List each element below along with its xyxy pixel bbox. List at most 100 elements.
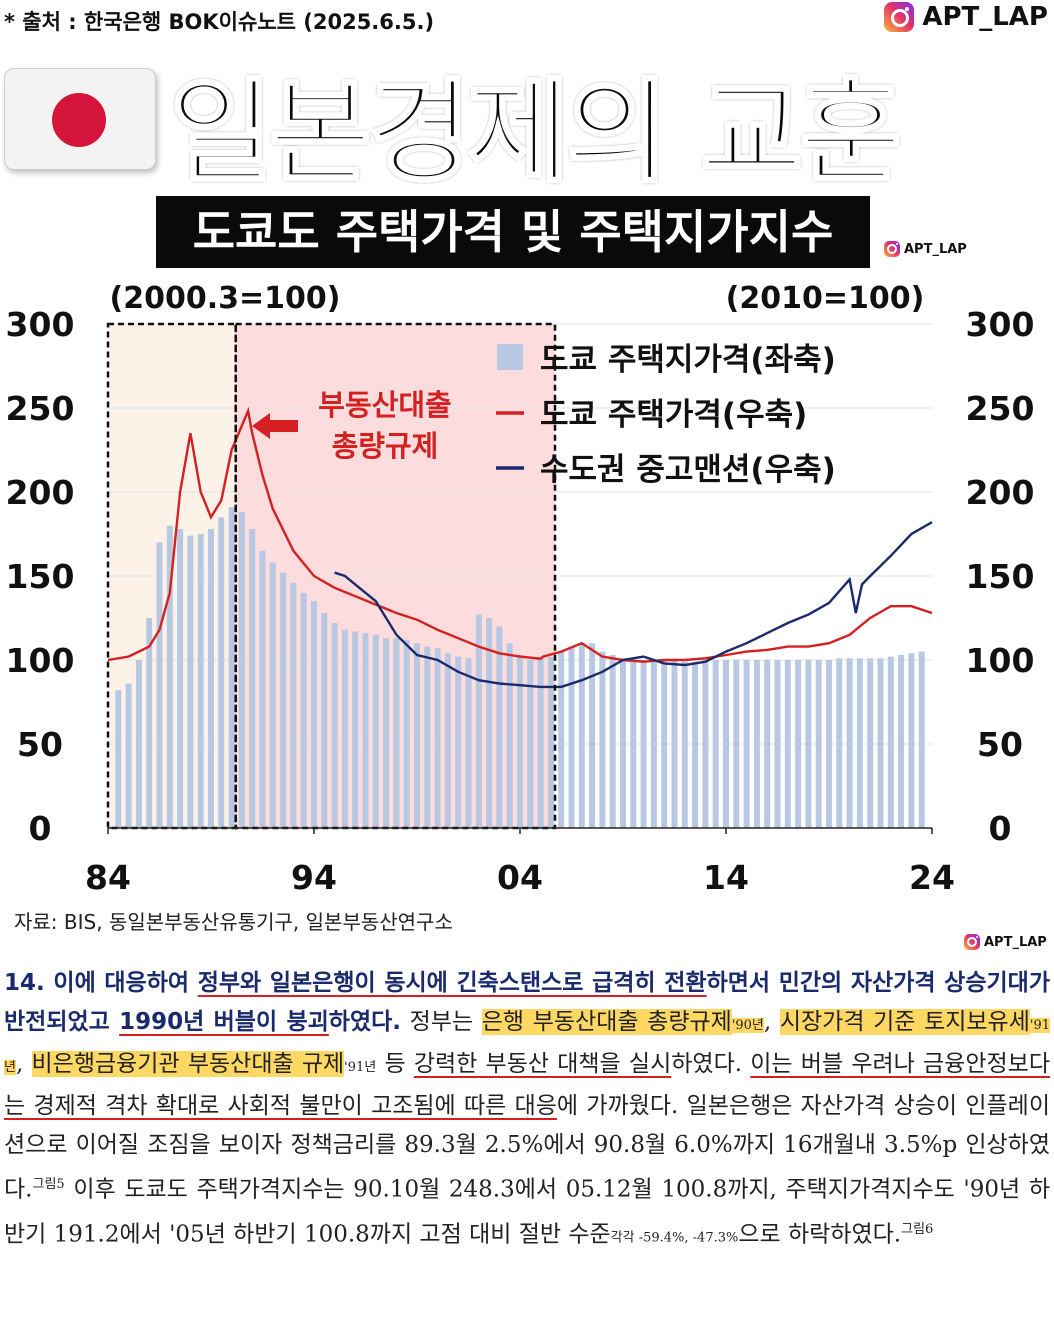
- annotation-arrow-icon: [252, 413, 298, 439]
- land-price-bar: [177, 528, 184, 828]
- p1-mid: 하면서 민간의 자산가격 상승기대가 반전되었고: [4, 970, 1050, 1035]
- p1-end: 하였다.: [328, 1009, 401, 1035]
- x-tick-label: 94: [291, 858, 337, 897]
- land-price-bar: [630, 660, 637, 828]
- decline-rates: 각각 -59.4%, -47.3%: [610, 1230, 739, 1246]
- land-price-bar: [424, 646, 431, 828]
- land-price-bar: [743, 660, 750, 828]
- y-tick-right: 150: [966, 557, 1035, 596]
- land-price-bar: [609, 654, 616, 828]
- highlight-2: 시장가격 기준 토지보유세: [779, 1009, 1030, 1035]
- land-price-bar: [444, 653, 451, 828]
- land-price-bar: [774, 660, 781, 828]
- instagram-handle: APT_LAP: [922, 2, 1048, 32]
- legend-label: 도쿄 주택지가격(좌축): [540, 342, 836, 378]
- land-price-bar: [527, 660, 534, 828]
- land-price-bar: [187, 535, 194, 828]
- p2-underline-1: 강력한 부동산 대책을 실시: [413, 1051, 672, 1077]
- instagram-brand-footer[interactable]: APT_LAP: [964, 934, 1047, 950]
- instagram-icon: [884, 241, 900, 257]
- y-tick-left: 300: [6, 305, 75, 344]
- annotation-line-2: 총량규제: [332, 429, 439, 463]
- land-price-bar: [661, 660, 668, 828]
- land-price-bar: [599, 651, 606, 828]
- land-price-bar: [146, 618, 153, 828]
- land-price-bar: [403, 639, 410, 828]
- y-tick-right: 250: [966, 389, 1035, 428]
- article-paragraph: 14. 이에 대응하여 정부와 일본은행이 동시에 긴축스탠스로 급격히 전환하…: [4, 964, 1051, 1257]
- p2-d: 에 가까웠다. 일본은행은 자산가격 상승이 인플레이션으로 이어질 조짐을 보…: [4, 1093, 1050, 1203]
- legend-label: 수도권 중고맨션(우축): [540, 452, 836, 488]
- land-price-bar: [249, 528, 256, 828]
- y-tick-right: 0: [989, 809, 1012, 848]
- highlight-3-year: '91년: [344, 1060, 377, 1075]
- land-price-bar: [764, 660, 771, 828]
- land-price-bar: [723, 660, 729, 828]
- legend-swatch-bar: [497, 344, 523, 370]
- land-price-bar: [537, 658, 544, 828]
- land-price-bar: [321, 612, 328, 828]
- annotation-line-1: 부동산대출: [318, 388, 451, 422]
- chart: 0 0 50 50 100 100 150 150 200 200 250 250 300 300 84 94…: [6, 281, 1035, 897]
- land-price-bar: [578, 643, 585, 828]
- land-price-bar: [640, 660, 647, 828]
- land-price-bar: [362, 633, 369, 828]
- land-price-bar: [486, 618, 493, 828]
- p1-underline-1: 정부와 일본은행이 동시에 긴축스탠스로 급격히 전환: [197, 970, 707, 996]
- land-price-bar: [846, 658, 853, 828]
- x-tick-label: 84: [85, 858, 131, 897]
- land-price-bar: [692, 661, 699, 828]
- japan-flag-icon: [4, 68, 156, 170]
- instagram-brand-small[interactable]: APT_LAP: [884, 241, 967, 257]
- land-price-bar: [887, 656, 894, 828]
- land-price-bar: [836, 658, 843, 828]
- x-tick-label: 24: [909, 858, 955, 897]
- land-price-bar: [208, 528, 214, 828]
- land-price-bar: [156, 542, 163, 828]
- y-tick-left: 100: [6, 641, 75, 680]
- p2-b: 등: [376, 1051, 414, 1077]
- left-axis-label: (2000.3=100): [110, 281, 341, 316]
- land-price-bar: [733, 660, 740, 828]
- instagram-icon: [964, 934, 980, 950]
- x-tick-label: 04: [497, 858, 543, 897]
- land-price-bar: [311, 601, 317, 828]
- land-price-bar: [795, 660, 802, 828]
- legend: 도쿄 주택지가격(좌축) 도쿄 주택가격(우축) 수도권 중고맨션(우축): [496, 342, 836, 488]
- land-price-bars: [115, 507, 925, 828]
- y-tick-left: 250: [6, 389, 75, 428]
- instagram-brand[interactable]: APT_LAP: [884, 2, 1048, 32]
- p2-underline-2: 이는 버블 우려나 금융안정보다는 경제적 격차 확대로 사회적 불만이 고조됨…: [4, 1051, 1050, 1119]
- legend-label: 도쿄 주택가격(우축): [540, 397, 807, 433]
- highlight-1-year: '90년: [731, 1018, 764, 1033]
- land-price-bar: [218, 517, 225, 828]
- y-tick-left: 50: [17, 725, 63, 764]
- x-tick-label: 14: [703, 858, 749, 897]
- land-price-bar: [414, 643, 420, 828]
- land-price-bar: [908, 653, 915, 828]
- y-tick-right: 200: [966, 473, 1035, 512]
- p2-a: 정부는: [401, 1009, 482, 1035]
- highlight-1: 은행 부동산대출 총량규제: [481, 1009, 732, 1035]
- metro-condo-line: [334, 521, 933, 689]
- land-price-bar: [568, 646, 575, 828]
- land-price-bar: [898, 654, 905, 828]
- land-price-bar: [228, 507, 235, 828]
- land-price-bar: [372, 634, 379, 828]
- chart-credit: 자료: BIS, 동일본부동산유통기구, 일본부동산연구소: [14, 910, 453, 934]
- land-price-bar: [671, 660, 678, 828]
- p2-e: 이후 도쿄도 주택가격지수는 90.10월 248.3에서 05.12월 100…: [4, 1176, 1050, 1248]
- land-price-bar: [383, 638, 390, 828]
- instagram-handle-footer: APT_LAP: [984, 934, 1047, 950]
- figure-ref-1: 그림5: [32, 1177, 65, 1192]
- land-price-bar: [558, 651, 565, 828]
- p2-c: 하였다.: [671, 1051, 751, 1077]
- land-price-bar: [856, 658, 863, 828]
- land-price-bar: [918, 651, 925, 828]
- land-price-bar: [517, 654, 523, 828]
- land-price-bar: [269, 562, 276, 828]
- land-price-bar: [259, 550, 266, 828]
- land-price-bar: [826, 660, 832, 828]
- land-price-bar: [620, 658, 626, 828]
- y-tick-right: 300: [966, 305, 1035, 344]
